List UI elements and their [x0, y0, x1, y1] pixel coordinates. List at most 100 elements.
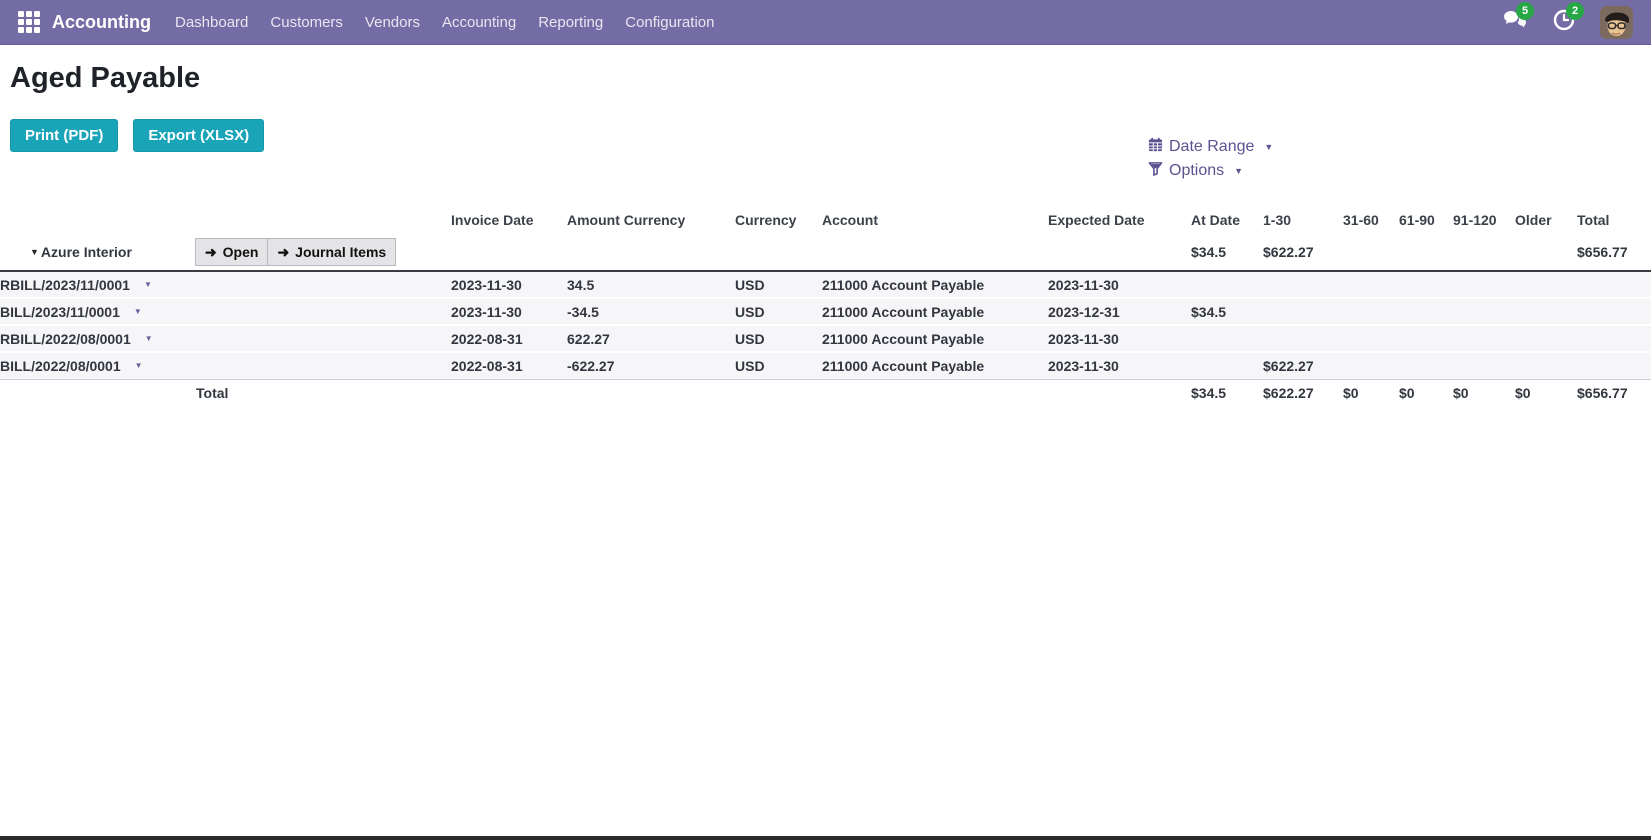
row-dropdown-caret-icon[interactable]: ▼	[144, 334, 153, 343]
cell-older	[1515, 270, 1577, 298]
cell-account: 211000 Account Payable	[822, 297, 1048, 325]
move-name[interactable]: BILL/2022/08/0001	[0, 357, 121, 374]
cell-1-30	[1263, 297, 1343, 325]
column-header-account: Account	[822, 211, 878, 228]
cell-31-60	[1343, 270, 1399, 298]
journal-items-button[interactable]: ➜ Journal Items	[267, 238, 397, 266]
total-61-90: $0	[1399, 378, 1453, 407]
window-bottom-edge	[0, 836, 1651, 840]
move-name[interactable]: RBILL/2023/11/0001	[0, 276, 130, 293]
user-avatar[interactable]	[1600, 5, 1633, 39]
export-xlsx-button[interactable]: Export (XLSX)	[133, 119, 265, 152]
cell-expected-date: 2023-12-31	[1048, 297, 1191, 325]
aged-payable-table: Invoice Date Amount Currency Currency Ac…	[0, 205, 1651, 407]
cell-1-30	[1263, 324, 1343, 352]
group-row-azure-interior: ▼ Azure Interior ➜ Open ➜ Journal Items	[0, 234, 1651, 271]
cell-31-60	[1343, 351, 1399, 379]
group-partner-name[interactable]: Azure Interior	[40, 244, 132, 260]
column-header-currency: Currency	[735, 211, 797, 228]
cell-currency: USD	[735, 351, 822, 379]
nav-item-reporting[interactable]: Reporting	[538, 13, 604, 31]
group-1-30: $622.27	[1263, 234, 1343, 271]
cell-account: 211000 Account Payable	[822, 324, 1048, 352]
total-total: $656.77	[1577, 378, 1651, 407]
options-dropdown[interactable]: Options ▼	[1148, 159, 1273, 183]
nav-item-accounting[interactable]: Accounting	[441, 13, 517, 31]
cell-31-60	[1343, 324, 1399, 352]
row-dropdown-caret-icon[interactable]: ▼	[133, 307, 142, 316]
app-name[interactable]: Accounting	[52, 11, 151, 32]
cell-61-90	[1399, 297, 1453, 325]
column-header-invoice-date: Invoice Date	[451, 211, 534, 228]
collapse-caret-icon[interactable]: ▼	[30, 247, 39, 257]
nav-item-vendors[interactable]: Vendors	[364, 13, 420, 31]
nav-item-configuration[interactable]: Configuration	[625, 13, 715, 31]
cell-older	[1515, 297, 1577, 325]
arrow-right-icon: ➜	[277, 244, 290, 260]
date-range-label: Date Range	[1169, 138, 1255, 155]
filter-funnel-icon	[1148, 161, 1163, 181]
cell-currency: USD	[735, 297, 822, 325]
column-header-at-date: At Date	[1191, 211, 1241, 228]
open-button[interactable]: ➜ Open	[194, 238, 269, 266]
table-row: RBILL/2023/11/0001 ▼ 2023-11-30 34.5 USD…	[0, 270, 1651, 298]
options-label: Options	[1169, 162, 1225, 179]
column-header-91-120: 91-120	[1453, 211, 1497, 228]
total-older: $0	[1515, 378, 1577, 407]
report-toolbar: Print (PDF) Export (XLSX)	[10, 119, 1651, 152]
cell-currency: USD	[735, 270, 822, 298]
group-at-date: $34.5	[1191, 234, 1263, 271]
messages-button[interactable]: 5	[1500, 2, 1534, 36]
row-dropdown-caret-icon[interactable]: ▼	[134, 361, 143, 371]
total-at-date: $34.5	[1191, 378, 1263, 407]
cell-expected-date: 2023-11-30	[1048, 351, 1191, 379]
nav-item-dashboard[interactable]: Dashboard	[175, 13, 249, 31]
cell-older	[1515, 324, 1577, 352]
row-dropdown-caret-icon[interactable]: ▼	[143, 280, 152, 289]
main-menu: Dashboard Customers Vendors Accounting R…	[175, 14, 714, 31]
nav-item-customers[interactable]: Customers	[270, 13, 343, 31]
total-label: Total	[196, 385, 229, 402]
cell-61-90	[1399, 324, 1453, 352]
move-name[interactable]: BILL/2023/11/0001	[0, 303, 120, 320]
print-pdf-button[interactable]: Print (PDF)	[10, 119, 119, 152]
cell-amount-currency: 622.27	[567, 324, 735, 352]
table-header-row: Invoice Date Amount Currency Currency Ac…	[0, 205, 1651, 234]
activities-button[interactable]: 2	[1550, 2, 1584, 36]
column-header-1-30: 1-30	[1263, 211, 1292, 228]
column-header-31-60: 31-60	[1343, 211, 1379, 228]
cell-at-date	[1191, 324, 1263, 352]
cell-91-120	[1453, 270, 1515, 298]
column-header-total: Total	[1577, 211, 1610, 228]
group-total: $656.77	[1577, 234, 1651, 271]
cell-31-60	[1343, 297, 1399, 325]
activities-badge: 2	[1566, 2, 1584, 20]
cell-expected-date: 2023-11-30	[1048, 324, 1191, 352]
table-row: RBILL/2022/08/0001 ▼ 2022-08-31 622.27 U…	[0, 324, 1651, 352]
cell-1-30	[1263, 270, 1343, 298]
column-header-older: Older	[1515, 211, 1552, 228]
column-header-61-90: 61-90	[1399, 211, 1435, 228]
top-navbar: Accounting Dashboard Customers Vendors A…	[0, 0, 1651, 45]
date-range-dropdown[interactable]: Date Range ▼	[1148, 135, 1273, 159]
cell-amount-currency: 34.5	[567, 270, 735, 298]
cell-total	[1577, 297, 1651, 325]
page-title: Aged Payable	[10, 62, 201, 94]
chevron-down-icon: ▼	[1234, 166, 1244, 176]
total-91-120: $0	[1453, 378, 1515, 407]
cell-at-date	[1191, 270, 1263, 298]
cell-invoice-date: 2023-11-30	[451, 270, 567, 298]
apps-grid-icon[interactable]	[18, 11, 40, 33]
move-name[interactable]: RBILL/2022/08/0001	[0, 330, 131, 347]
total-31-60: $0	[1343, 378, 1399, 407]
cell-at-date	[1191, 351, 1263, 379]
total-row: Total $34.5 $622.27 $0 $0 $0 $0 $656.77	[0, 378, 1651, 407]
total-1-30: $622.27	[1263, 378, 1343, 407]
cell-invoice-date: 2022-08-31	[451, 324, 567, 352]
report-filters: Date Range ▼ Options ▼	[1148, 135, 1273, 183]
cell-older	[1515, 351, 1577, 379]
chevron-down-icon: ▼	[1264, 142, 1274, 152]
cell-61-90	[1399, 270, 1453, 298]
cell-1-30: $622.27	[1263, 351, 1343, 379]
cell-total	[1577, 270, 1651, 298]
